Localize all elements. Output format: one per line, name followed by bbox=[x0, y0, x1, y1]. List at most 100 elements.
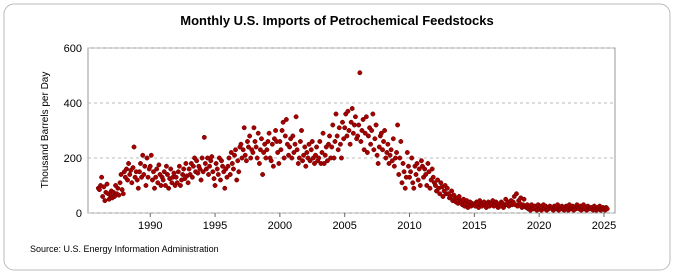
data-point bbox=[145, 174, 151, 180]
data-point bbox=[124, 166, 129, 172]
y-tick-label: 400 bbox=[64, 98, 82, 110]
data-point bbox=[415, 177, 421, 183]
data-point bbox=[219, 158, 224, 164]
x-tick-label: 1990 bbox=[138, 220, 162, 232]
x-tick-label: 2005 bbox=[332, 220, 356, 232]
data-point bbox=[363, 114, 369, 120]
data-point bbox=[268, 158, 274, 164]
data-point bbox=[337, 141, 343, 147]
data-point bbox=[202, 161, 208, 166]
data-point bbox=[294, 147, 300, 153]
data-point bbox=[209, 154, 215, 160]
data-point bbox=[322, 152, 328, 158]
data-point bbox=[383, 155, 389, 161]
data-point bbox=[282, 133, 288, 139]
data-point bbox=[263, 155, 269, 161]
data-point bbox=[228, 150, 234, 155]
data-point bbox=[292, 141, 298, 147]
data-point bbox=[307, 158, 313, 164]
data-point bbox=[342, 125, 348, 131]
data-point bbox=[198, 177, 204, 183]
data-point bbox=[208, 158, 214, 164]
data-point bbox=[317, 139, 323, 144]
data-point bbox=[349, 106, 355, 111]
data-point bbox=[224, 174, 230, 180]
data-point bbox=[144, 155, 150, 161]
data-point bbox=[201, 134, 207, 140]
data-point bbox=[302, 144, 308, 150]
data-point bbox=[393, 155, 398, 161]
data-point bbox=[253, 144, 259, 150]
data-point bbox=[277, 139, 283, 144]
data-point bbox=[226, 155, 232, 161]
data-point bbox=[372, 136, 378, 142]
data-point bbox=[229, 161, 235, 166]
data-point bbox=[381, 139, 387, 144]
x-tick-label: 1995 bbox=[203, 220, 227, 232]
data-point bbox=[297, 139, 303, 144]
data-point bbox=[273, 128, 279, 133]
data-point bbox=[355, 133, 361, 139]
data-point bbox=[293, 114, 299, 120]
y-tick-label: 200 bbox=[64, 153, 82, 165]
data-point bbox=[313, 152, 318, 158]
data-point bbox=[181, 166, 187, 172]
data-point bbox=[604, 206, 610, 212]
data-point bbox=[325, 158, 330, 164]
data-point bbox=[289, 155, 295, 161]
data-point bbox=[301, 152, 307, 158]
data-point bbox=[278, 147, 284, 153]
data-point bbox=[174, 180, 180, 186]
data-point bbox=[240, 147, 246, 153]
data-point bbox=[410, 180, 416, 186]
data-point bbox=[327, 133, 332, 139]
data-point bbox=[416, 166, 422, 172]
data-point bbox=[353, 114, 358, 120]
data-point bbox=[101, 184, 107, 190]
data-point bbox=[358, 139, 364, 144]
data-point bbox=[238, 141, 244, 147]
data-point bbox=[331, 155, 337, 161]
data-point bbox=[137, 169, 142, 175]
data-point bbox=[130, 165, 136, 171]
data-point bbox=[314, 144, 320, 150]
data-point bbox=[220, 163, 226, 169]
data-point bbox=[183, 161, 189, 166]
data-point bbox=[215, 172, 221, 177]
data-point bbox=[269, 141, 275, 147]
data-point bbox=[206, 172, 212, 177]
data-point bbox=[401, 169, 407, 175]
data-point bbox=[232, 152, 237, 158]
data-point bbox=[141, 172, 147, 177]
data-point bbox=[147, 163, 153, 169]
x-tick-label: 2025 bbox=[592, 220, 616, 232]
data-point bbox=[177, 183, 183, 188]
data-point bbox=[127, 172, 133, 177]
data-point bbox=[396, 172, 402, 177]
data-point bbox=[194, 158, 200, 164]
data-point bbox=[168, 166, 174, 172]
data-point bbox=[422, 166, 428, 172]
data-point bbox=[309, 139, 315, 144]
data-point bbox=[369, 128, 375, 133]
data-point bbox=[348, 119, 354, 125]
data-point bbox=[255, 130, 261, 136]
source-note: Source: U.S. Energy Information Administ… bbox=[30, 244, 219, 254]
data-point bbox=[319, 150, 325, 155]
data-point bbox=[175, 169, 181, 175]
data-point bbox=[120, 191, 126, 197]
data-point bbox=[160, 177, 166, 183]
data-point bbox=[242, 152, 248, 158]
data-point bbox=[411, 185, 417, 191]
data-point bbox=[409, 155, 415, 161]
data-point bbox=[149, 177, 155, 183]
data-point bbox=[252, 139, 258, 144]
data-point bbox=[414, 161, 420, 166]
data-point bbox=[449, 188, 455, 194]
data-point bbox=[99, 174, 105, 180]
x-tick-label: 2020 bbox=[527, 220, 551, 232]
data-point bbox=[320, 130, 326, 136]
data-point bbox=[417, 183, 423, 188]
data-point bbox=[326, 141, 331, 147]
data-point bbox=[390, 136, 396, 142]
